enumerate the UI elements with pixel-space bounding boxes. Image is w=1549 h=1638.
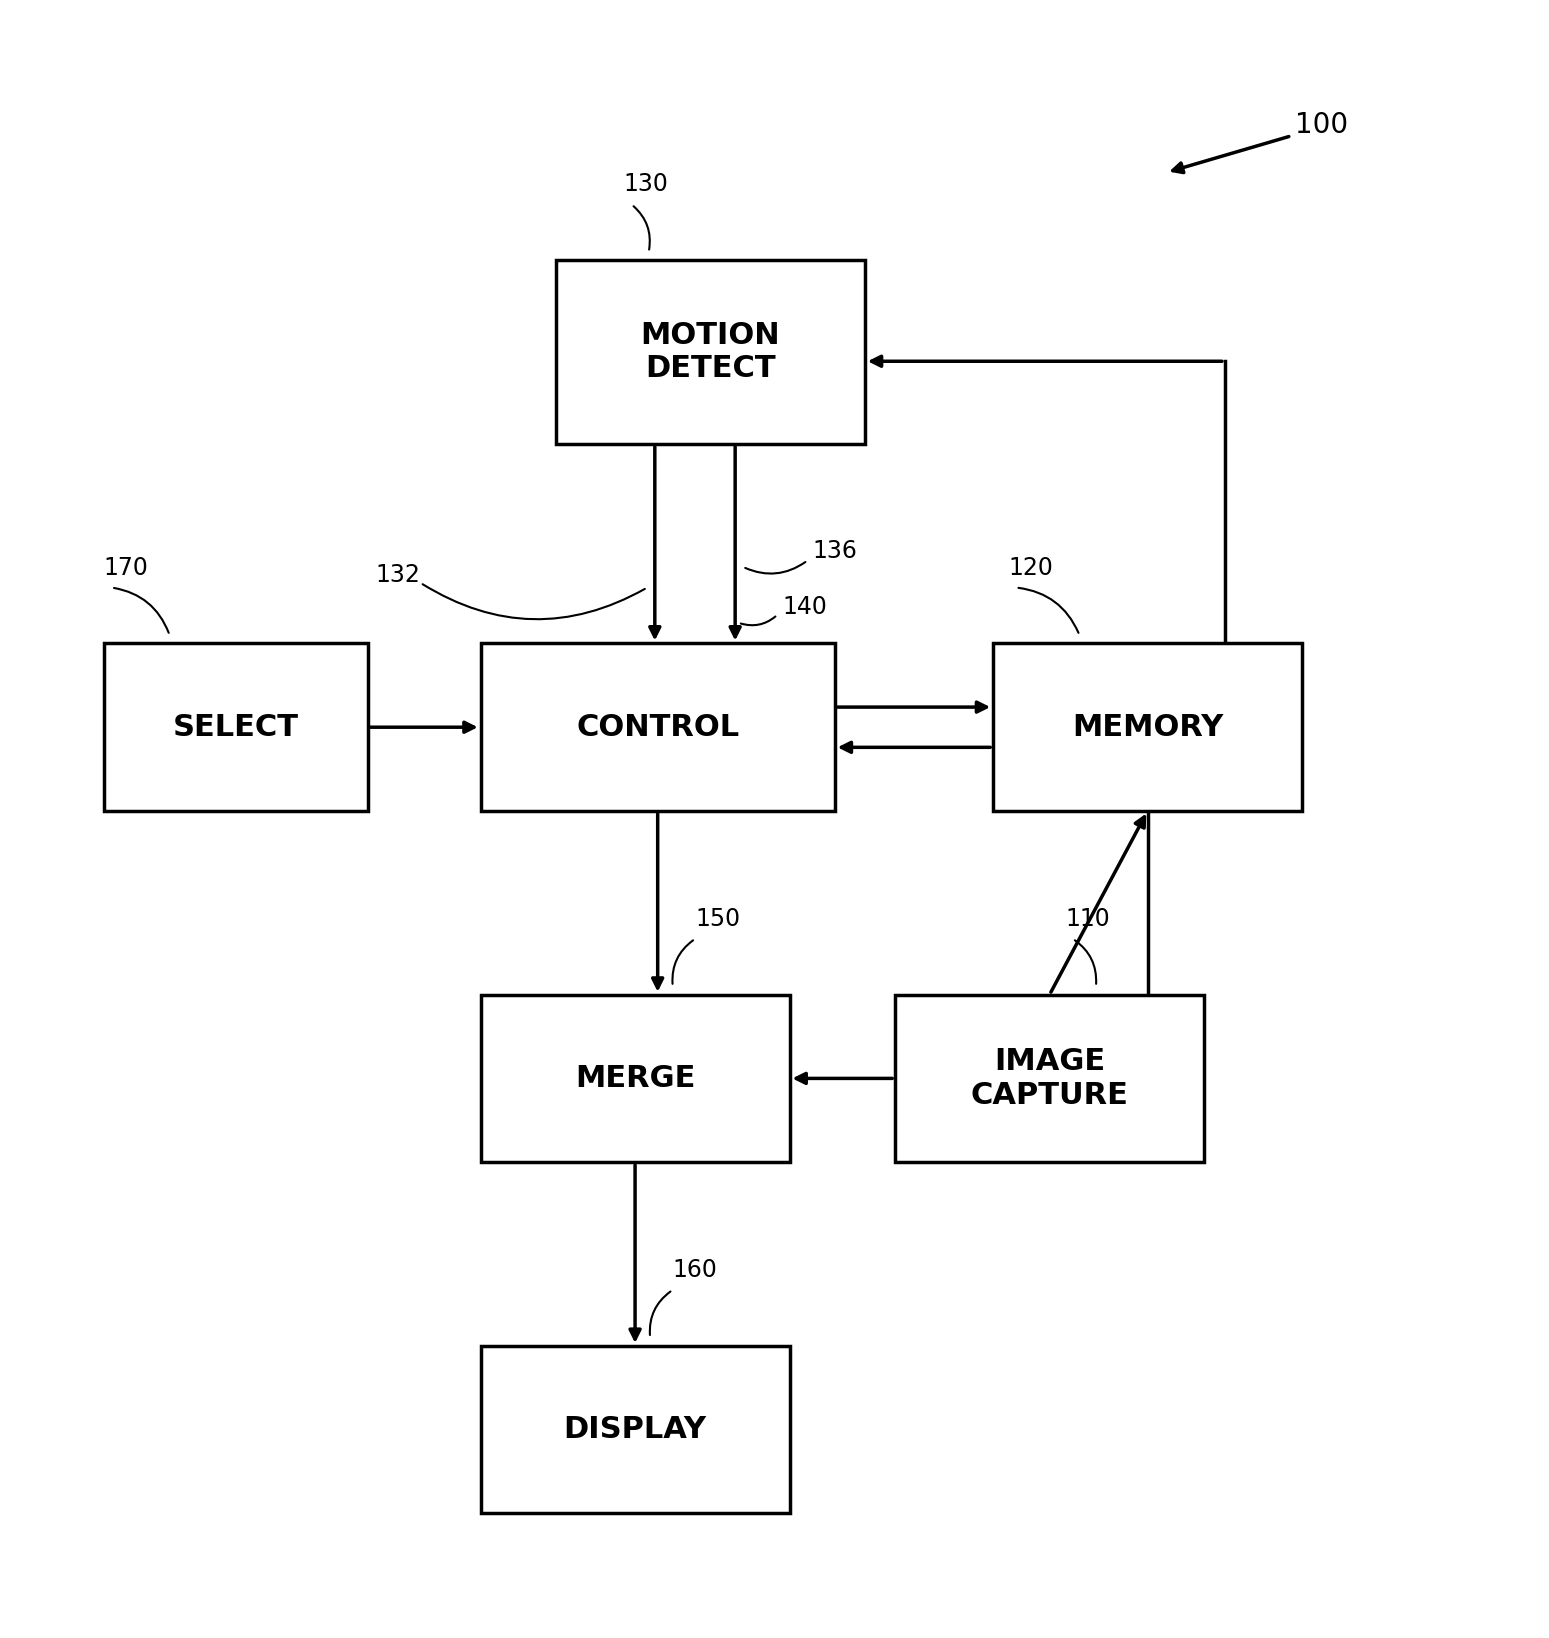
Bar (895, 994, 1204, 1163)
Text: DISPLAY: DISPLAY (564, 1415, 706, 1445)
Text: 170: 170 (104, 555, 149, 580)
Text: CONTROL: CONTROL (576, 713, 739, 742)
Bar (556, 260, 864, 444)
Text: 132: 132 (375, 563, 420, 586)
Text: 150: 150 (696, 907, 740, 930)
Text: MERGE: MERGE (575, 1065, 696, 1093)
Text: IMAGE
CAPTURE: IMAGE CAPTURE (971, 1047, 1129, 1109)
Text: 120: 120 (1008, 555, 1053, 580)
Text: 140: 140 (782, 595, 827, 619)
Bar (480, 644, 835, 811)
Bar (993, 644, 1303, 811)
Text: SELECT: SELECT (172, 713, 299, 742)
Text: MEMORY: MEMORY (1072, 713, 1224, 742)
Bar (480, 994, 790, 1163)
Text: MOTION
DETECT: MOTION DETECT (641, 321, 781, 383)
Text: 130: 130 (624, 172, 669, 197)
Text: 110: 110 (1066, 907, 1109, 930)
Text: 160: 160 (672, 1258, 717, 1283)
Bar (104, 644, 367, 811)
Text: 136: 136 (812, 539, 857, 563)
Bar (480, 1346, 790, 1514)
Text: 100: 100 (1295, 111, 1348, 139)
